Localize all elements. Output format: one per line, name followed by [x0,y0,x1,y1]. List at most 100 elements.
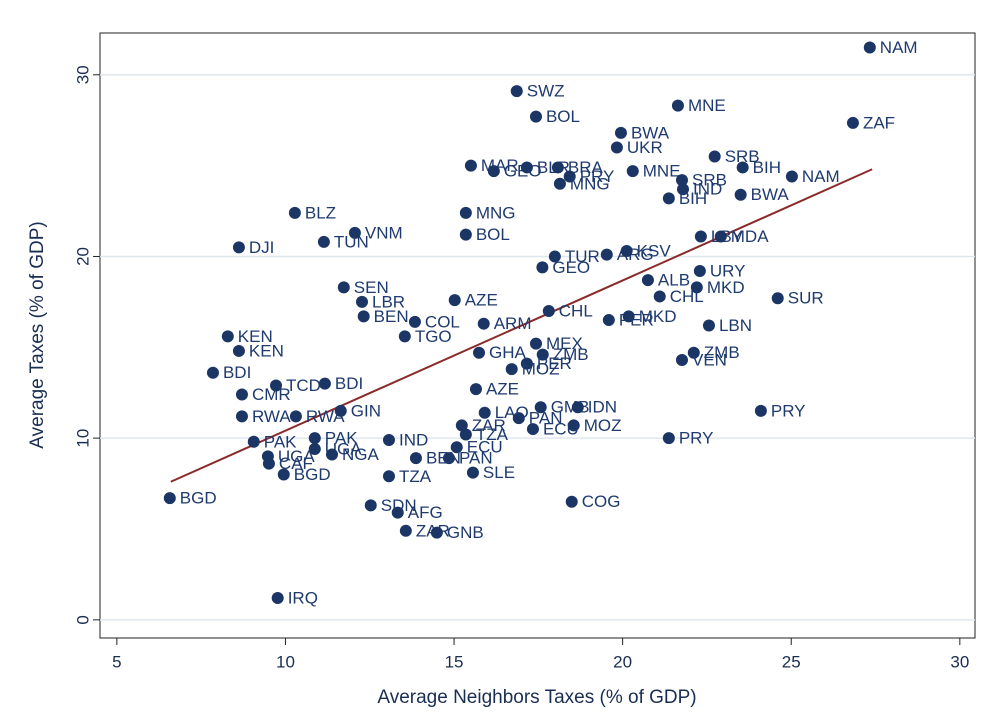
point [318,377,331,390]
point [662,432,675,445]
point [754,404,767,417]
point [308,432,321,445]
point-label: PAN [459,449,493,468]
point-label: SRB [725,147,760,166]
point [693,265,706,278]
point [206,366,219,379]
point-label: ARM [494,314,532,333]
point [459,428,472,441]
point [622,310,635,323]
point [271,592,284,605]
point [662,192,675,205]
point [846,116,859,129]
point [614,126,627,139]
point-label: GEO [552,258,590,277]
point [529,337,542,350]
point-label: MDA [731,227,769,246]
point [534,401,547,414]
point-label: CHL [559,301,593,320]
point-label: RWA [252,407,291,426]
point-label: BWA [751,185,790,204]
point [288,206,301,219]
point-label: ZMB [553,345,589,364]
y-tick-label: 10 [73,429,92,448]
point [398,330,411,343]
point [277,468,290,481]
point-label: LAO [495,403,529,422]
point [520,357,533,370]
y-tick-label: 30 [73,65,92,84]
point [536,261,549,274]
point-label: CAF [279,454,313,473]
point-label: IND [693,180,722,199]
point [487,165,500,178]
point [520,161,533,174]
point [357,310,370,323]
point-label: CHL [670,287,704,306]
point-label: SEN [354,278,389,297]
point [671,99,684,112]
point-label: SWZ [527,82,565,101]
point-label: PRY [679,429,714,448]
point [510,85,523,98]
point-label: BRA [568,158,604,177]
point [571,401,584,414]
point-label: BGD [180,489,217,508]
point [567,419,580,432]
point [565,495,578,508]
point-label: NAM [802,167,840,186]
point-label: IND [399,430,428,449]
point-label: BGD [294,465,331,484]
point [382,470,395,483]
point [478,406,491,419]
point [675,354,688,367]
point [247,435,260,448]
point-label: MNG [570,174,610,193]
point-label: ZMB [704,343,740,362]
point [785,170,798,183]
point-label: CMR [252,385,291,404]
x-tick-label: 25 [782,652,801,671]
point [459,228,472,241]
point [270,379,283,392]
point-label: MNE [643,162,681,181]
point [536,348,549,361]
point [325,448,338,461]
point-label: BWA [631,123,670,142]
point-label: COL [425,312,460,331]
point-label: SDN [381,496,417,515]
point [600,248,613,261]
point-label: TGO [415,327,452,346]
point-label: MKD [707,278,745,297]
point [553,177,566,190]
point-label: VEN [692,351,727,370]
point [548,250,561,263]
point-label: SRB [692,171,727,190]
point-label: URY [710,261,746,280]
point [450,441,463,454]
x-tick-label: 5 [112,652,121,671]
point [771,292,784,305]
point [714,230,727,243]
point [477,317,490,330]
point [455,419,468,432]
point-label: TZA [476,425,509,444]
point-label: GHA [489,343,526,362]
point [382,433,395,446]
point-label: ZAR [472,416,506,435]
point-label: ZAF [863,113,895,132]
point-label: MKD [639,307,677,326]
point-label: BLZ [305,203,336,222]
point [551,161,564,174]
point-label: ECU [467,438,503,457]
point [232,241,245,254]
point-label: NAM [880,38,918,57]
point [736,161,749,174]
point [687,346,700,359]
y-tick-label: 20 [73,247,92,266]
point-label: KEN [249,341,284,360]
point [563,170,576,183]
point [653,290,666,303]
point-label: NGA [342,445,380,464]
point [232,344,245,357]
